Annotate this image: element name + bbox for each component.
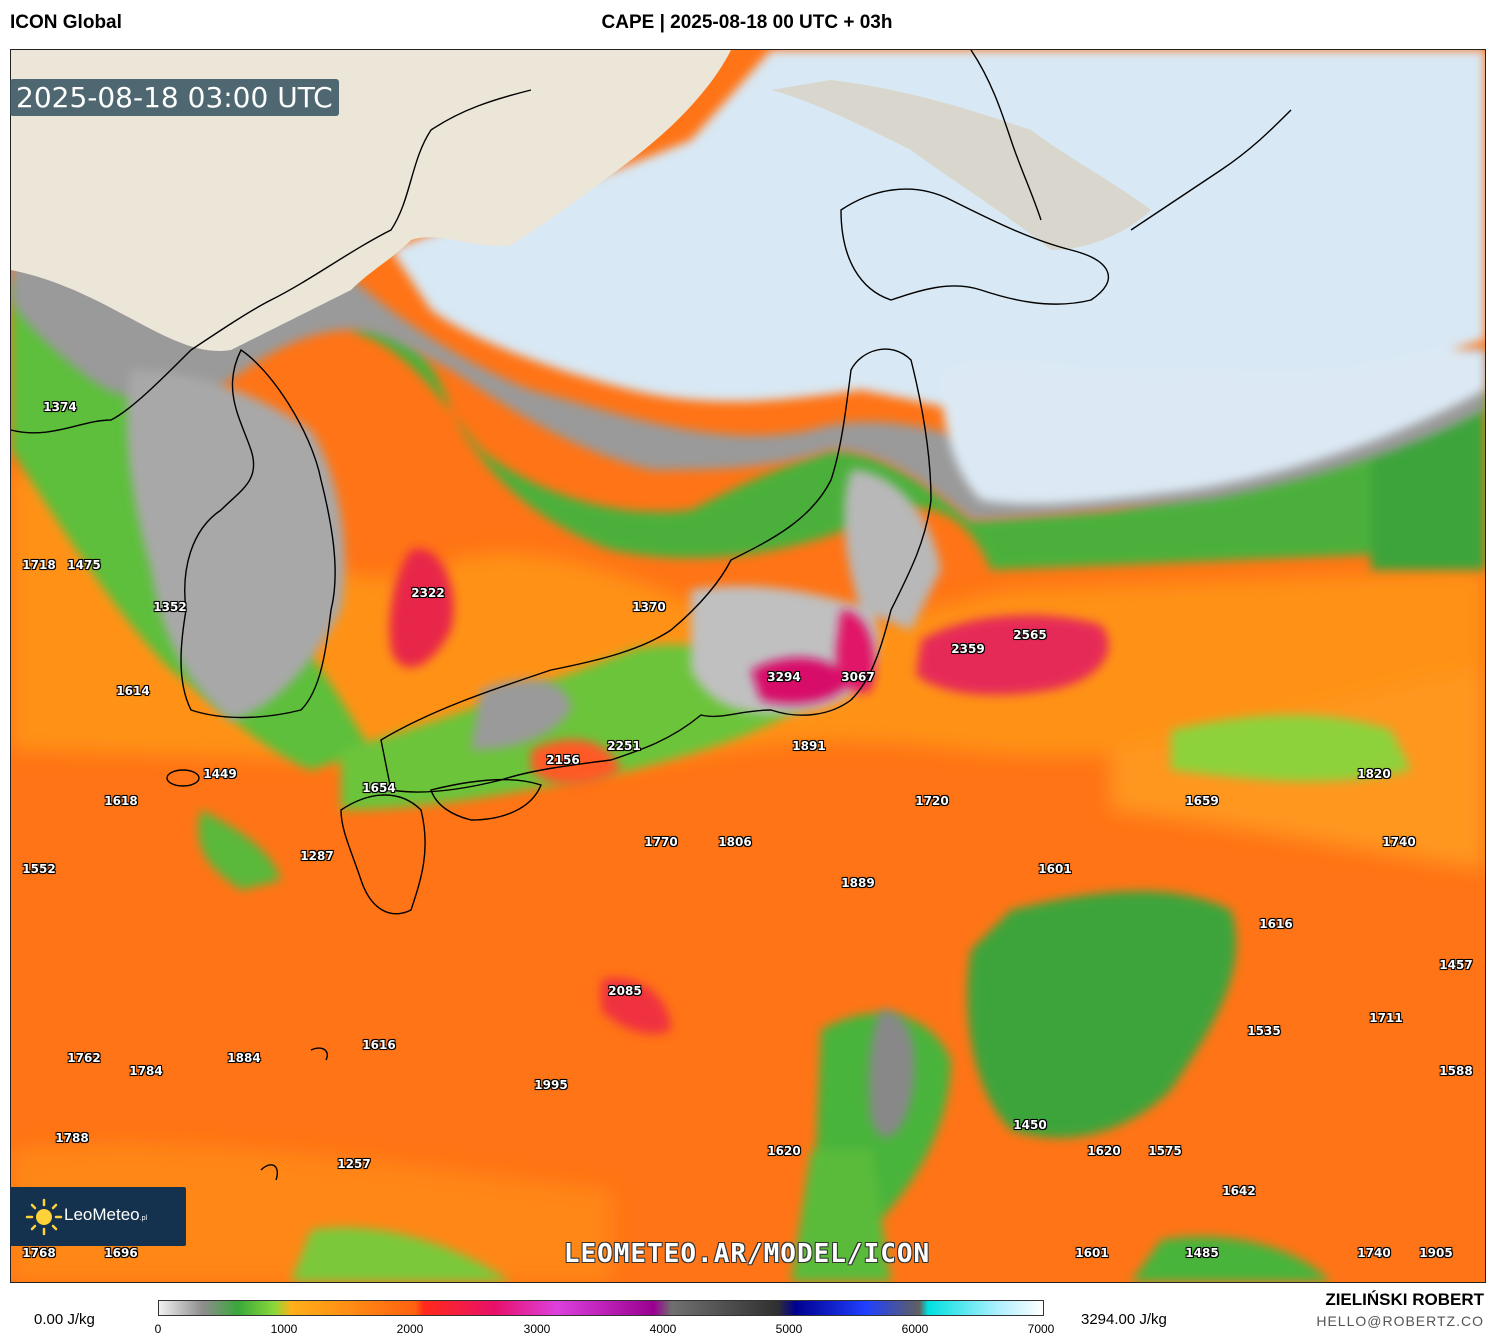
cape-value: 1820 bbox=[1357, 767, 1391, 781]
cape-value: 1352 bbox=[153, 600, 187, 614]
cape-value: 1884 bbox=[227, 1051, 261, 1065]
cape-value: 1696 bbox=[104, 1246, 138, 1260]
cape-value: 1770 bbox=[644, 835, 678, 849]
cape-value: 2251 bbox=[607, 739, 641, 753]
cape-value: 1659 bbox=[1185, 794, 1219, 808]
cape-value: 1905 bbox=[1419, 1246, 1453, 1260]
cape-value: 1614 bbox=[116, 684, 150, 698]
cape-value: 1535 bbox=[1247, 1024, 1281, 1038]
cape-value: 1618 bbox=[104, 794, 138, 808]
colorbar-tick: 4000 bbox=[649, 1322, 677, 1336]
cape-value: 1257 bbox=[337, 1157, 371, 1171]
leometeo-logo[interactable]: LeoMeteo.pl bbox=[10, 1187, 186, 1246]
cape-value: 1601 bbox=[1075, 1246, 1109, 1260]
sun-icon bbox=[25, 1198, 63, 1236]
cape-value: 1450 bbox=[1013, 1118, 1047, 1132]
cape-value: 1718 bbox=[22, 558, 56, 572]
cape-value: 1601 bbox=[1038, 862, 1072, 876]
colorbar-tick: 3000 bbox=[523, 1322, 551, 1336]
cape-value: 1740 bbox=[1382, 835, 1416, 849]
cape-value: 1788 bbox=[55, 1131, 89, 1145]
source-watermark: LEOMETEO.AR/MODEL/ICON bbox=[563, 1239, 931, 1269]
logo-text: LeoMeteo.pl bbox=[64, 1205, 148, 1224]
cape-value: 1475 bbox=[67, 558, 101, 572]
cape-value: 1374 bbox=[43, 400, 77, 414]
cape-value: 2565 bbox=[1013, 628, 1047, 642]
author-email[interactable]: HELLO@ROBERTZ.CO bbox=[1316, 1313, 1484, 1329]
cape-value: 1642 bbox=[1222, 1184, 1256, 1198]
model-name: ICON Global bbox=[10, 12, 122, 33]
cape-colorbar bbox=[158, 1300, 1044, 1316]
cape-value: 2322 bbox=[411, 586, 445, 600]
cape-value: 1891 bbox=[792, 739, 826, 753]
cape-field bbox=[11, 50, 1485, 1282]
cape-value: 1654 bbox=[362, 781, 396, 795]
map-title: CAPE | 2025-08-18 00 UTC + 03h bbox=[601, 12, 893, 33]
cape-value: 1588 bbox=[1439, 1064, 1473, 1078]
cape-value: 2359 bbox=[951, 642, 985, 656]
cape-value: 1485 bbox=[1185, 1246, 1219, 1260]
cape-value: 1552 bbox=[22, 862, 56, 876]
cape-value: 1620 bbox=[767, 1144, 801, 1158]
cape-value: 2085 bbox=[608, 984, 642, 998]
legend-max-label: 3294.00 J/kg bbox=[1081, 1311, 1167, 1328]
colorbar-tick: 2000 bbox=[396, 1322, 424, 1336]
cape-value: 1449 bbox=[203, 767, 237, 781]
cape-value: 3294 bbox=[767, 670, 801, 684]
cape-value: 2156 bbox=[546, 753, 580, 767]
cape-value: 1784 bbox=[129, 1064, 163, 1078]
cape-value: 1720 bbox=[915, 794, 949, 808]
colorbar-tick: 1000 bbox=[270, 1322, 298, 1336]
cape-value: 1711 bbox=[1369, 1011, 1403, 1025]
cape-value: 1889 bbox=[841, 876, 875, 890]
legend-min-label: 0.00 J/kg bbox=[34, 1311, 95, 1328]
cape-value: 1620 bbox=[1087, 1144, 1121, 1158]
cape-value: 3067 bbox=[841, 670, 875, 684]
colorbar-tick: 0 bbox=[154, 1322, 162, 1336]
cape-value: 1995 bbox=[534, 1078, 568, 1092]
cape-value: 1768 bbox=[22, 1246, 56, 1260]
cape-value: 1762 bbox=[67, 1051, 101, 1065]
author-name: ZIELIŃSKI ROBERT bbox=[1325, 1290, 1484, 1309]
cape-value: 1740 bbox=[1357, 1246, 1391, 1260]
cape-value: 1575 bbox=[1148, 1144, 1182, 1158]
cape-value: 1616 bbox=[1259, 917, 1293, 931]
cape-value: 1370 bbox=[632, 600, 666, 614]
cape-value: 1287 bbox=[300, 849, 334, 863]
valid-time-badge: 2025-08-18 03:00 UTC bbox=[10, 79, 339, 116]
colorbar-tick: 7000 bbox=[1027, 1322, 1055, 1336]
cape-value: 1616 bbox=[362, 1038, 396, 1052]
colorbar-tick: 6000 bbox=[901, 1322, 929, 1336]
cape-map[interactable]: 1374 1718 1475 1352 1614 1449 1618 1552 … bbox=[10, 49, 1486, 1283]
cape-value: 1457 bbox=[1439, 958, 1473, 972]
cape-value: 1806 bbox=[718, 835, 752, 849]
colorbar-tick: 5000 bbox=[775, 1322, 803, 1336]
